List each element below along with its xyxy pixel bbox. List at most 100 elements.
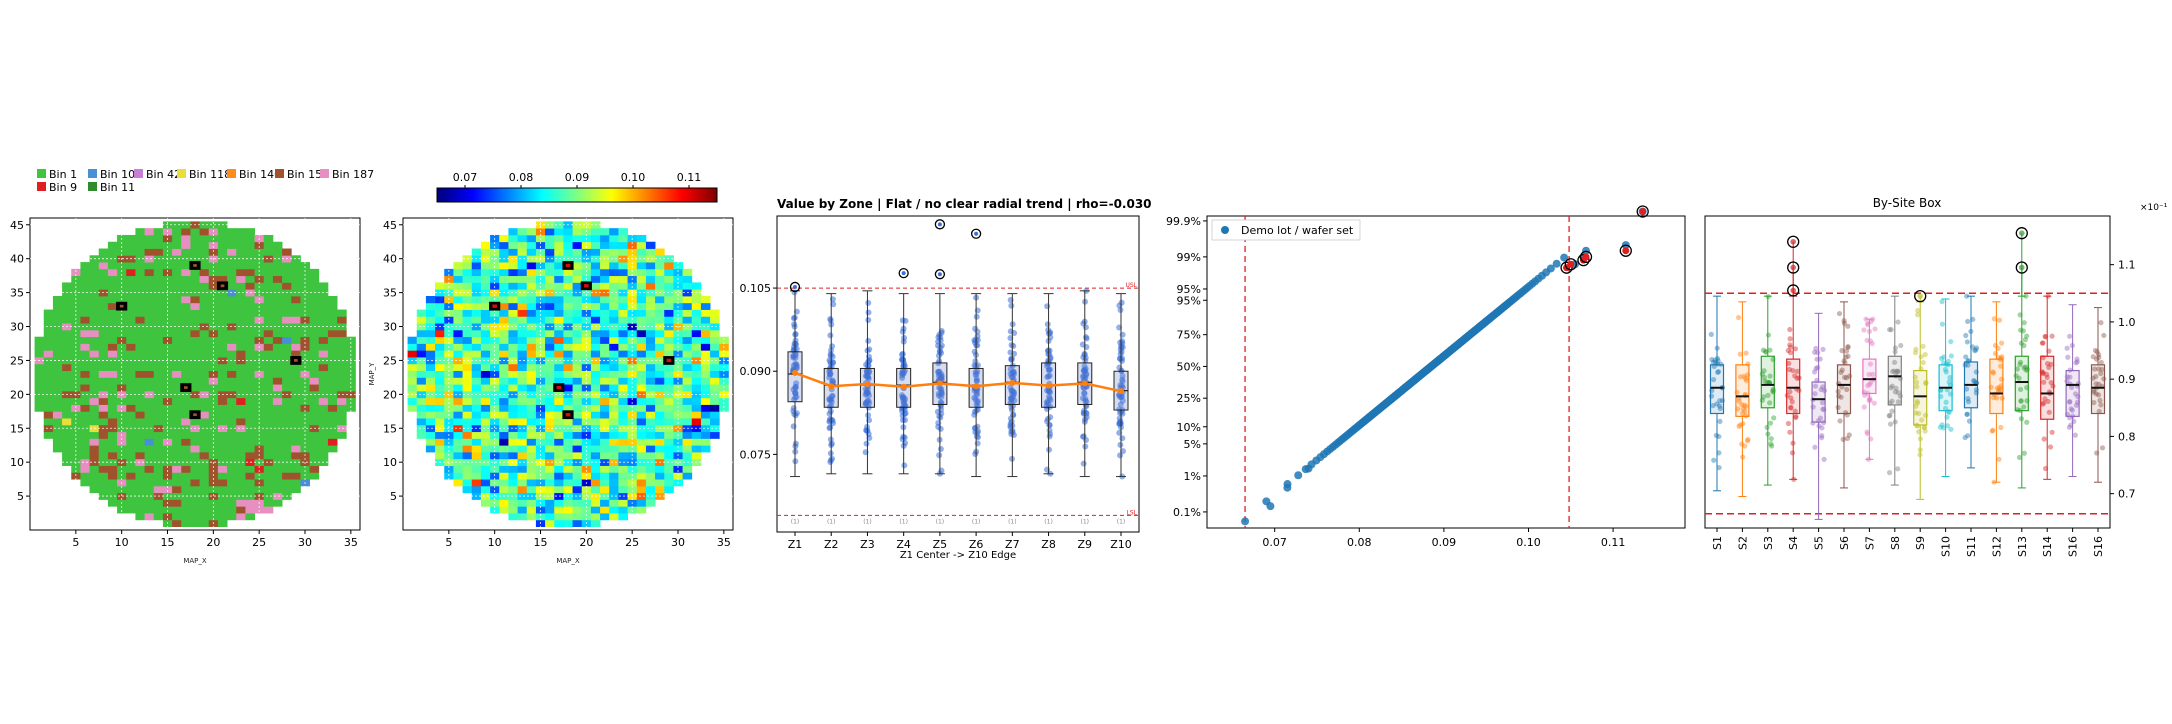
die [508, 445, 518, 453]
die [572, 424, 583, 433]
probability-plot-area [1241, 205, 1649, 528]
die [126, 248, 136, 256]
die [34, 363, 45, 372]
die [508, 499, 518, 507]
site-point [1965, 318, 1971, 325]
site-outlier-ring [1787, 261, 1800, 274]
die [98, 445, 109, 453]
x-tick-label: S13 [2016, 536, 2029, 557]
die [172, 458, 182, 466]
site-point [1792, 408, 1798, 414]
die [236, 438, 246, 446]
die [535, 350, 546, 358]
die [453, 438, 463, 446]
die [162, 350, 173, 358]
die [217, 234, 228, 243]
die [700, 404, 711, 412]
die [535, 418, 546, 426]
site-point [1996, 385, 2002, 391]
die [52, 316, 63, 324]
die [581, 350, 592, 358]
die [126, 485, 136, 494]
colorbar-step [571, 188, 574, 202]
die [480, 275, 491, 283]
die [517, 397, 528, 405]
die [309, 472, 320, 480]
die [227, 431, 237, 439]
die [609, 357, 619, 365]
die [135, 241, 145, 249]
die [664, 390, 674, 399]
die [190, 370, 200, 378]
die [664, 431, 674, 439]
die [471, 350, 482, 358]
die [282, 275, 292, 283]
die [181, 336, 191, 344]
die [181, 438, 191, 446]
site-point [1761, 374, 1767, 381]
site-point [1971, 378, 1978, 385]
die [517, 438, 528, 446]
die [227, 418, 237, 426]
colorbar-step [539, 188, 542, 202]
site-point [1787, 389, 1793, 395]
die [172, 370, 182, 378]
die [636, 485, 647, 494]
y-tick-label: 35 [383, 287, 397, 300]
die [162, 377, 173, 385]
die [554, 248, 564, 256]
die [181, 445, 191, 453]
site-box [1836, 364, 1852, 415]
die [554, 418, 564, 426]
die [126, 479, 136, 487]
die [89, 282, 100, 290]
site-point [2042, 333, 2048, 340]
die [609, 424, 619, 433]
die [245, 248, 255, 256]
die [43, 370, 54, 378]
site-box [1913, 369, 1928, 426]
die [172, 343, 182, 351]
die [526, 282, 537, 290]
die [327, 363, 338, 372]
die [545, 323, 555, 331]
die [416, 323, 427, 331]
die [471, 370, 482, 378]
die [425, 424, 436, 433]
die [199, 397, 210, 405]
site-point [1913, 403, 1919, 409]
die [645, 350, 656, 358]
die [627, 329, 638, 338]
legend-swatch [320, 169, 329, 178]
die [245, 329, 255, 338]
die [416, 329, 427, 338]
die [462, 370, 473, 378]
die [700, 309, 711, 317]
die [227, 275, 237, 283]
colorbar-step [489, 188, 492, 202]
colorbar-step [667, 188, 670, 202]
site-point [1710, 403, 1716, 409]
die [581, 485, 592, 494]
zone-trend-line [794, 371, 1122, 393]
zone-panel: Value by Zone | Flat / no clear radial t… [740, 197, 1152, 561]
die [98, 302, 109, 310]
die [245, 309, 255, 317]
site-point [1991, 316, 1997, 322]
zone-point [1118, 299, 1125, 306]
die [691, 452, 702, 460]
die [80, 465, 90, 473]
die [52, 323, 63, 331]
die [318, 329, 329, 338]
die [655, 268, 665, 277]
site-point [2068, 406, 2074, 412]
die [318, 404, 329, 412]
die [682, 418, 693, 426]
die [62, 404, 72, 412]
colorbar-step [601, 188, 604, 202]
zone-outlier-ring [789, 281, 801, 293]
colorbar-step [631, 188, 634, 202]
die [144, 438, 155, 446]
die [153, 228, 164, 236]
die [636, 465, 647, 473]
